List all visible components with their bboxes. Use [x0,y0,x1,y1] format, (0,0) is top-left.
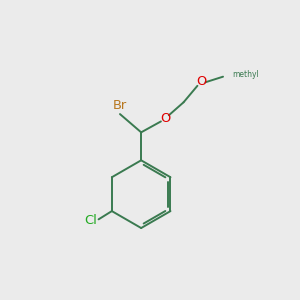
Text: O: O [160,112,170,125]
Text: Br: Br [113,99,127,112]
Text: O: O [197,75,207,88]
Text: methyl: methyl [232,70,259,79]
Text: Cl: Cl [84,214,97,227]
